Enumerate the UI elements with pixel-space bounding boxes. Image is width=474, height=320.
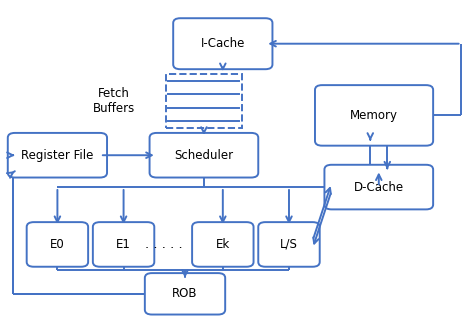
FancyBboxPatch shape xyxy=(93,222,155,267)
FancyBboxPatch shape xyxy=(192,222,254,267)
Text: E1: E1 xyxy=(116,238,131,251)
Text: E0: E0 xyxy=(50,238,65,251)
Text: . . . . .: . . . . . xyxy=(145,238,182,251)
Text: Register File: Register File xyxy=(21,149,93,162)
Text: Scheduler: Scheduler xyxy=(174,149,234,162)
Text: Memory: Memory xyxy=(350,109,398,122)
FancyBboxPatch shape xyxy=(324,165,433,209)
FancyBboxPatch shape xyxy=(315,85,433,146)
FancyBboxPatch shape xyxy=(173,18,273,69)
Text: I-Cache: I-Cache xyxy=(201,37,245,50)
FancyBboxPatch shape xyxy=(8,133,107,178)
FancyBboxPatch shape xyxy=(166,74,242,128)
Text: Fetch
Buffers: Fetch Buffers xyxy=(93,87,135,115)
FancyBboxPatch shape xyxy=(258,222,319,267)
Text: ROB: ROB xyxy=(172,287,198,300)
FancyBboxPatch shape xyxy=(150,133,258,178)
FancyBboxPatch shape xyxy=(145,273,225,315)
Text: D-Cache: D-Cache xyxy=(354,180,404,194)
FancyBboxPatch shape xyxy=(27,222,88,267)
Text: Ek: Ek xyxy=(216,238,230,251)
Text: L/S: L/S xyxy=(280,238,298,251)
